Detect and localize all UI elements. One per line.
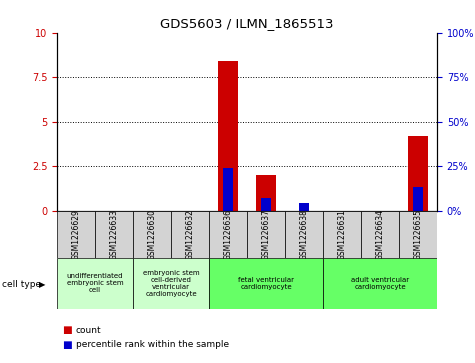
Bar bbox=[209, 258, 323, 309]
Bar bbox=[323, 211, 361, 258]
Text: GSM1226629: GSM1226629 bbox=[72, 209, 80, 260]
Bar bbox=[413, 187, 423, 211]
Bar bbox=[209, 211, 247, 258]
Bar bbox=[95, 211, 133, 258]
Title: GDS5603 / ILMN_1865513: GDS5603 / ILMN_1865513 bbox=[160, 17, 334, 30]
Text: cell type: cell type bbox=[2, 281, 41, 289]
Text: GSM1226638: GSM1226638 bbox=[300, 209, 308, 260]
Text: GSM1226630: GSM1226630 bbox=[148, 209, 156, 260]
Text: ▶: ▶ bbox=[38, 281, 45, 289]
Bar bbox=[361, 211, 399, 258]
Bar bbox=[408, 136, 428, 211]
Bar bbox=[57, 258, 133, 309]
Bar bbox=[323, 258, 437, 309]
Text: fetal ventricular
cardiomyocyte: fetal ventricular cardiomyocyte bbox=[238, 277, 294, 290]
Bar bbox=[223, 168, 233, 211]
Bar bbox=[256, 175, 276, 211]
Bar bbox=[299, 203, 309, 211]
Text: GSM1226634: GSM1226634 bbox=[376, 209, 384, 260]
Bar bbox=[218, 61, 238, 211]
Text: ■: ■ bbox=[62, 340, 72, 350]
Text: GSM1226636: GSM1226636 bbox=[224, 209, 232, 260]
Bar bbox=[171, 211, 209, 258]
Text: GSM1226632: GSM1226632 bbox=[186, 209, 194, 260]
Bar bbox=[133, 211, 171, 258]
Bar bbox=[261, 198, 271, 211]
Bar bbox=[285, 211, 323, 258]
Text: undifferentiated
embryonic stem
cell: undifferentiated embryonic stem cell bbox=[66, 273, 124, 293]
Text: GSM1226635: GSM1226635 bbox=[414, 209, 422, 260]
Text: ■: ■ bbox=[62, 325, 72, 335]
Bar bbox=[133, 258, 209, 309]
Text: adult ventricular
cardiomyocyte: adult ventricular cardiomyocyte bbox=[351, 277, 409, 290]
Text: embryonic stem
cell-derived
ventricular
cardiomyocyte: embryonic stem cell-derived ventricular … bbox=[142, 270, 200, 297]
Text: count: count bbox=[76, 326, 102, 335]
Text: GSM1226633: GSM1226633 bbox=[110, 209, 118, 260]
Bar bbox=[247, 211, 285, 258]
Text: GSM1226631: GSM1226631 bbox=[338, 209, 346, 260]
Text: GSM1226637: GSM1226637 bbox=[262, 209, 270, 260]
Bar bbox=[57, 211, 95, 258]
Bar bbox=[399, 211, 437, 258]
Text: percentile rank within the sample: percentile rank within the sample bbox=[76, 340, 229, 349]
